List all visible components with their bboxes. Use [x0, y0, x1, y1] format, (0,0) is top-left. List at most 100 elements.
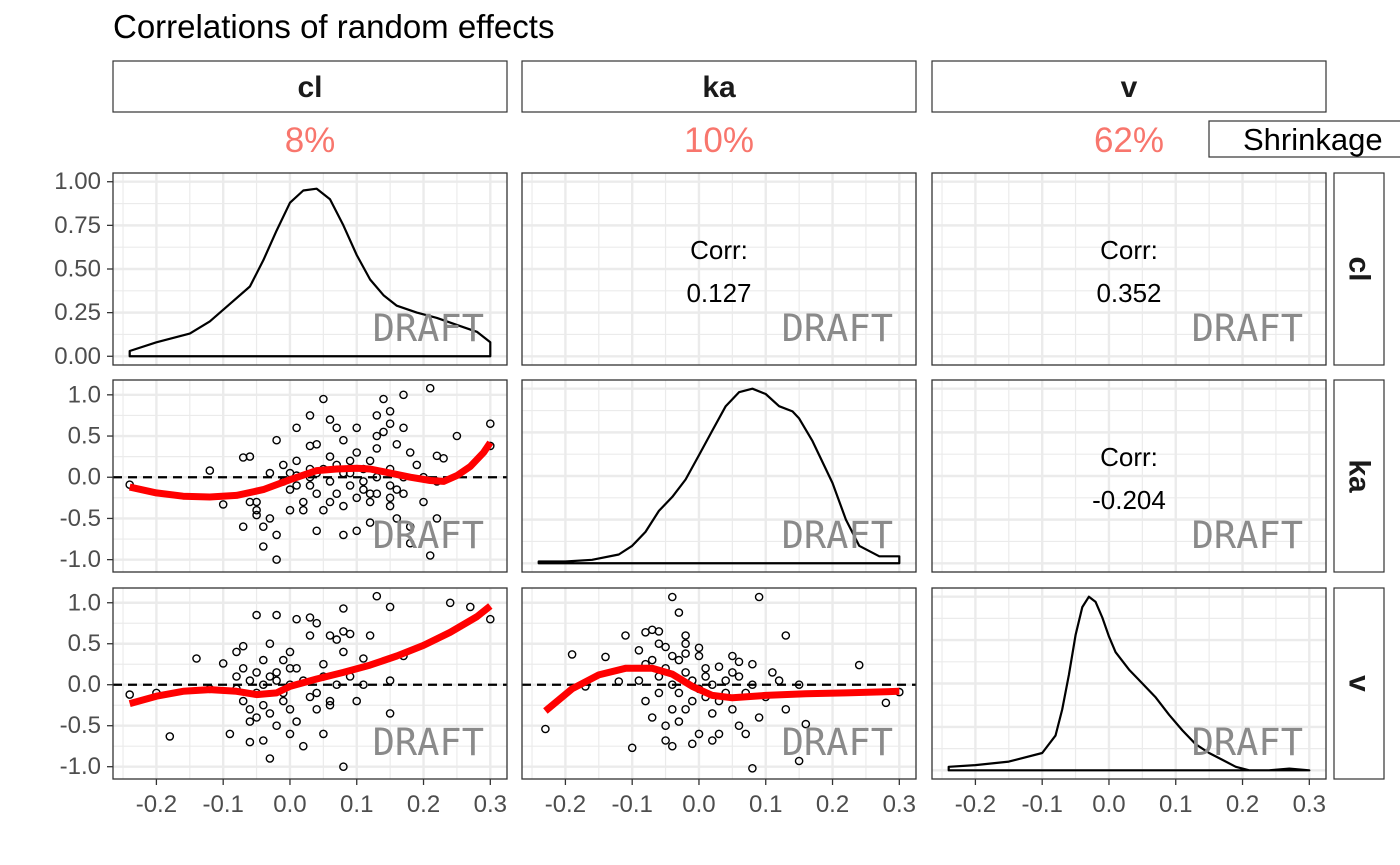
- data-point: [541, 724, 550, 734]
- data-point: [345, 456, 355, 466]
- data-point: [258, 542, 268, 551]
- panel-v-cl: DRAFT: [112, 587, 508, 780]
- data-point: [372, 489, 382, 499]
- row-strips: cl ka v: [1333, 172, 1385, 780]
- panel-border: [931, 172, 1327, 366]
- data-point: [325, 415, 335, 424]
- data-point: [272, 435, 281, 445]
- data-point: [774, 676, 784, 685]
- panels: DRAFT Corr: 0.127 DRAFT Corr: 0.352 DRAFT DRAFT…: [112, 172, 1327, 780]
- data-point: [285, 647, 295, 657]
- draft-watermark: DRAFT: [373, 307, 484, 350]
- data-point: [265, 709, 275, 718]
- data-point: [312, 618, 322, 628]
- legend-box: [1208, 120, 1400, 158]
- row-strip-box-ka: [1333, 379, 1385, 573]
- data-point: [627, 743, 637, 753]
- data-point: [252, 497, 261, 507]
- data-point: [352, 696, 362, 706]
- data-point: [359, 654, 368, 663]
- data-point: [721, 676, 731, 685]
- panel-ka-ka: DRAFT: [521, 379, 917, 573]
- data-point: [339, 762, 348, 772]
- x-tick-label: 0.3: [474, 791, 507, 818]
- data-point: [385, 419, 395, 429]
- data-point: [258, 736, 268, 745]
- x-tick-label: -0.2: [955, 791, 996, 818]
- data-point: [681, 668, 690, 677]
- panel-cl-ka: Corr: 0.127 DRAFT: [521, 172, 917, 366]
- data-point: [265, 672, 275, 681]
- data-point: [298, 505, 308, 515]
- data-point: [345, 629, 355, 639]
- data-point: [312, 705, 322, 714]
- data-point: [238, 664, 248, 673]
- data-point: [668, 651, 677, 661]
- data-point: [325, 696, 335, 706]
- data-point: [332, 489, 342, 499]
- data-point: [218, 659, 228, 668]
- draft-watermark: DRAFT: [1192, 721, 1303, 764]
- x-tick-label: 0.2: [816, 791, 849, 818]
- data-point: [339, 530, 348, 540]
- data-point: [359, 485, 368, 494]
- data-point: [312, 489, 322, 499]
- row-strip-label-ka: ka: [1343, 459, 1376, 493]
- data-point: [854, 660, 864, 670]
- data-point: [285, 485, 295, 494]
- data-point: [567, 650, 577, 659]
- data-point: [412, 460, 422, 470]
- panel-border: [931, 379, 1327, 573]
- data-point: [465, 602, 475, 612]
- y-tick-label: 0.25: [54, 299, 101, 326]
- data-point: [485, 419, 495, 429]
- y-tick-label: 0.5: [68, 423, 101, 450]
- data-point: [339, 435, 348, 445]
- data-point: [359, 680, 368, 690]
- data-point: [332, 635, 342, 644]
- data-point: [272, 668, 281, 677]
- data-point: [245, 737, 255, 747]
- data-point: [688, 739, 697, 749]
- data-point: [681, 705, 690, 714]
- data-point: [385, 406, 395, 416]
- data-point: [245, 676, 255, 685]
- shrinkage-label-v: 62%: [1094, 121, 1164, 160]
- x-tick-label: -0.2: [545, 791, 586, 818]
- data-point: [385, 709, 395, 718]
- data-point: [272, 530, 281, 540]
- data-point: [278, 696, 288, 706]
- data-point: [439, 453, 448, 463]
- data-point: [258, 700, 268, 710]
- data-point: [292, 423, 301, 433]
- y-tick-label: 1.00: [54, 168, 101, 195]
- y-tick-label: 0.0: [68, 464, 101, 491]
- data-point: [674, 717, 684, 726]
- data-point: [319, 505, 328, 515]
- data-point: [125, 690, 134, 699]
- data-point: [252, 505, 261, 515]
- data-point: [305, 411, 315, 420]
- data-point: [325, 497, 335, 507]
- data-point: [325, 700, 335, 710]
- strip-box-v: [931, 60, 1327, 113]
- y-tick-label: 0.0: [68, 671, 101, 698]
- data-point: [661, 642, 670, 652]
- data-point: [278, 460, 288, 470]
- panel-cl-v: Corr: 0.352 DRAFT: [931, 172, 1327, 366]
- corr-value: 0.352: [1096, 278, 1161, 308]
- draft-watermark: DRAFT: [782, 307, 893, 350]
- data-point: [881, 698, 891, 708]
- row-strip-label-v: v: [1343, 675, 1376, 692]
- data-point: [385, 493, 395, 503]
- x-tick-label: 0.0: [1092, 791, 1125, 818]
- data-point: [372, 591, 382, 601]
- y-tick-label: -0.5: [60, 712, 101, 739]
- data-point: [654, 639, 664, 649]
- data-point: [232, 672, 241, 681]
- column-strips: cl 8% ka 10% v 62%: [112, 60, 1327, 160]
- corr-label: Corr:: [1100, 442, 1158, 472]
- y-tick-label: 1.0: [68, 589, 101, 616]
- panel-border: [112, 379, 508, 573]
- x-tick-label: -0.1: [612, 791, 653, 818]
